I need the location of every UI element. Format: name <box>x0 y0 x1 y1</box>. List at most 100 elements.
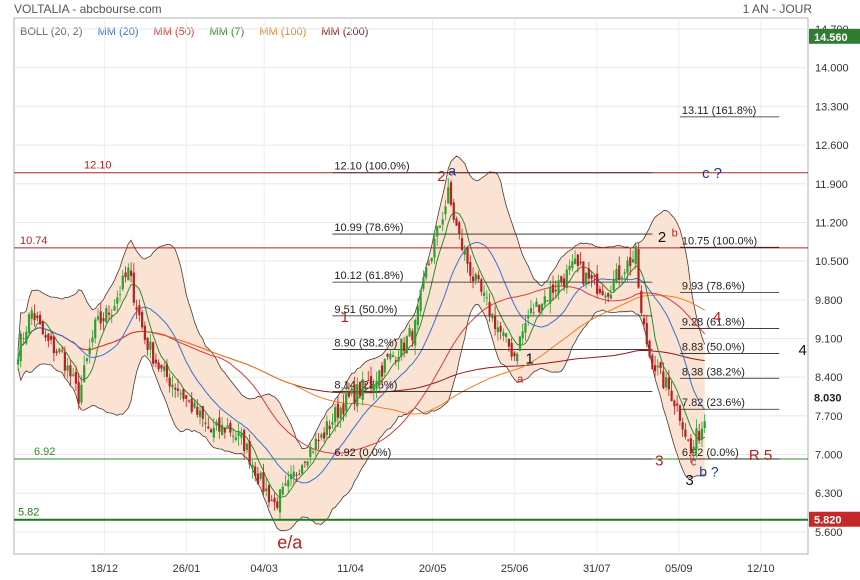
candle-body <box>36 315 39 319</box>
candle-body <box>698 431 701 441</box>
candle-body <box>127 267 130 281</box>
candle-body <box>568 265 571 271</box>
candle-body <box>165 364 169 377</box>
candle-body <box>314 438 317 450</box>
candle-body <box>325 421 328 436</box>
candle-body <box>171 384 174 388</box>
candle-body <box>505 333 508 338</box>
candle-body <box>367 380 370 382</box>
candle-body <box>394 360 397 362</box>
y-tick-label: 10.500 <box>815 256 849 268</box>
candle-body <box>168 377 171 387</box>
candle-body <box>113 306 116 311</box>
candle-body <box>389 353 392 360</box>
candle-body <box>303 461 306 463</box>
candle-body <box>237 432 240 436</box>
candle-body <box>430 257 433 262</box>
y-tick-label: 8.400 <box>815 372 843 384</box>
candle-body <box>474 273 477 281</box>
fib-label: 8.83 (50.0%) <box>682 341 745 353</box>
candle-body <box>403 342 406 352</box>
candle-body <box>408 328 411 337</box>
candle-body <box>670 390 673 402</box>
candle-body <box>190 398 193 412</box>
candle-body <box>361 379 364 400</box>
candle-body <box>491 313 494 319</box>
candle-body <box>58 348 61 353</box>
wave-label: a <box>517 374 524 386</box>
candle-body <box>179 393 182 395</box>
candle-body <box>640 290 643 314</box>
candle-body <box>488 301 491 317</box>
candle-body <box>61 350 64 352</box>
candle-body <box>629 257 632 267</box>
candle-body <box>116 297 119 304</box>
candle-body <box>138 305 141 316</box>
candle-body <box>94 319 97 339</box>
candle-body <box>458 222 461 235</box>
candle-body <box>30 310 33 319</box>
candle-body <box>16 359 20 365</box>
candle-body <box>510 342 513 357</box>
fib-label: 8.90 (38.2%) <box>334 338 397 350</box>
candle-body <box>656 365 659 368</box>
chart-title: VOLTALIA - abcbourse.com <box>14 2 162 16</box>
candle-body <box>334 407 337 422</box>
candle-body <box>63 352 66 371</box>
candle-body <box>251 464 254 469</box>
candle-body <box>626 260 629 273</box>
fibonacci-levels: 12.10 (100.0%) 10.99 (78.6%) 10.12 (61.8%)… <box>332 105 780 460</box>
candle-body <box>284 483 287 486</box>
candle-body <box>653 365 657 372</box>
candle-body <box>198 410 202 417</box>
candle-body <box>218 417 221 432</box>
candle-body <box>336 403 340 418</box>
candlesticks <box>16 177 706 519</box>
candle-body <box>369 376 373 388</box>
candle-body <box>245 443 249 450</box>
current-price-tag: 8.030 <box>814 393 842 405</box>
fib-label: 12.10 (100.0%) <box>334 161 409 173</box>
candle-body <box>414 320 417 346</box>
y-tick-label: 5.600 <box>815 527 843 539</box>
candle-body <box>609 294 613 299</box>
candle-body <box>317 439 320 441</box>
bollinger-upper <box>17 155 706 450</box>
candle-body <box>576 254 579 266</box>
candle-body <box>85 358 89 362</box>
candle-body <box>665 377 668 388</box>
y-tick-label: 9.100 <box>815 333 843 345</box>
wave-label: 4 <box>798 342 806 359</box>
candle-body <box>358 381 362 397</box>
level-label: 5.82 <box>18 507 39 519</box>
candle-body <box>659 362 662 369</box>
candle-body <box>350 388 353 393</box>
candle-body <box>378 370 381 384</box>
candle-body <box>33 313 36 321</box>
candle-body <box>262 472 265 493</box>
wave-label: 3 <box>685 472 693 489</box>
candle-body <box>543 296 546 305</box>
candle-body <box>596 273 599 295</box>
y-tick-label: 11.900 <box>815 179 848 191</box>
y-tick-label: 6.300 <box>815 488 843 500</box>
period-label[interactable]: 1 AN - JOUR <box>742 2 812 16</box>
candle-body <box>593 275 596 277</box>
candle-body <box>254 466 257 476</box>
candle-body <box>135 307 138 310</box>
candle-body <box>516 353 519 362</box>
candle-body <box>681 422 684 430</box>
candle-body <box>320 434 323 438</box>
candle-body <box>353 384 356 404</box>
candle-body <box>687 439 690 441</box>
candle-body <box>204 422 207 425</box>
candle-body <box>207 426 210 429</box>
candle-body <box>386 354 389 357</box>
x-tick-label: 05/09 <box>665 563 693 575</box>
candle-body <box>612 279 615 291</box>
candle-body <box>585 272 588 285</box>
candle-body <box>692 446 695 451</box>
candle-body <box>223 427 226 433</box>
